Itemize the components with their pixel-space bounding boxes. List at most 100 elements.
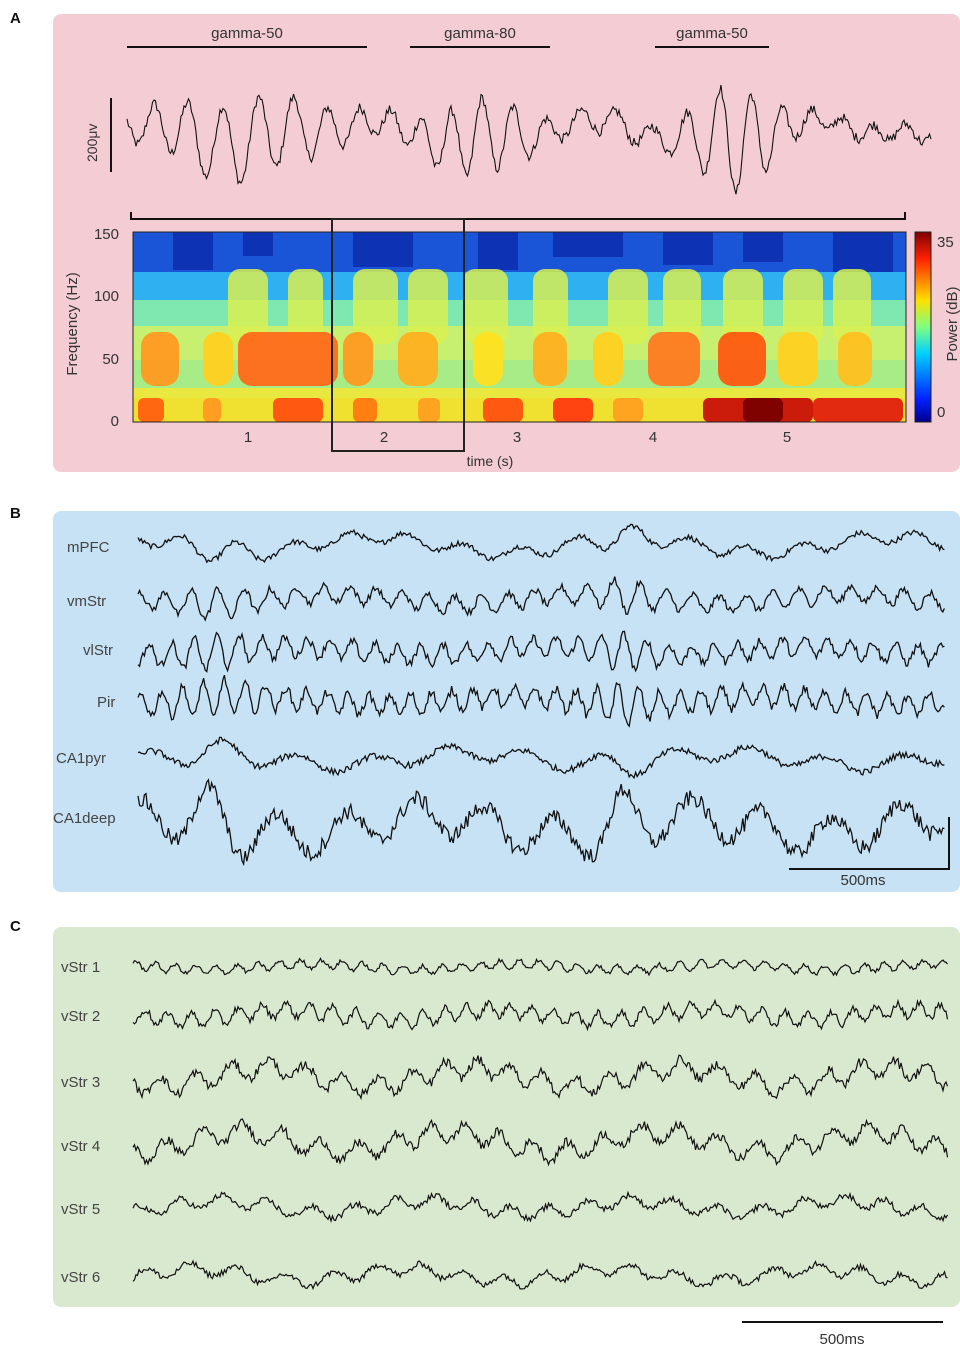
trace-vstr-6 <box>132 1259 948 1291</box>
trace-vmstr <box>137 576 945 622</box>
trace-vlstr <box>137 630 945 673</box>
spectrogram-patch <box>723 269 763 344</box>
spectrogram-patch <box>228 269 268 344</box>
highlight-window <box>331 218 465 452</box>
spectrogram-patch <box>553 398 593 422</box>
colorbar-max: 35 <box>937 234 954 251</box>
spectrogram-patch <box>473 332 503 386</box>
spectrogram-patch <box>138 398 164 422</box>
spectrogram-patch <box>483 398 523 422</box>
channel-label-vmstr: vmStr <box>67 593 106 610</box>
spectrogram-patch <box>833 269 871 344</box>
panel-a-label: A <box>10 10 21 27</box>
spectrogram-patch <box>743 232 783 262</box>
segment-label-1: gamma-50 <box>211 25 283 42</box>
spectrogram-patch <box>648 332 700 386</box>
channel-label-ca1deep: CA1deep <box>53 810 116 827</box>
trace-vstr-3 <box>132 1054 949 1101</box>
spectrogram-patch <box>408 269 448 344</box>
segment-label-2: gamma-80 <box>444 25 516 42</box>
panel-c-figure: vStr 1 vStr 2 vStr 3 vStr 4 vStr 5 vStr … <box>53 927 960 1307</box>
xtick-2: 2 <box>380 429 388 446</box>
spectrogram-patch <box>533 332 567 386</box>
xtick-4: 4 <box>649 429 657 446</box>
spectrogram-patch <box>353 232 413 267</box>
channel-label-vstr3: vStr 3 <box>61 1074 100 1091</box>
spectrogram-patch <box>813 398 903 422</box>
panel-c: vStr 1 vStr 2 vStr 3 vStr 4 vStr 5 vStr … <box>53 927 960 1307</box>
xtick-3: 3 <box>513 429 521 446</box>
ytick-0: 0 <box>111 413 119 430</box>
spectrogram-patch <box>778 332 818 386</box>
spectrogram-frame <box>132 231 907 423</box>
panel-b-label: B <box>10 505 21 522</box>
spectrogram-ylabel: Frequency (Hz) <box>64 272 81 375</box>
trace-vstr-5 <box>132 1190 949 1224</box>
spectrogram-xlabel: time (s) <box>467 453 514 469</box>
spectrogram-patch <box>353 269 398 344</box>
spectrogram-patch <box>463 269 508 344</box>
colorbar <box>914 231 932 423</box>
spectrogram-patch <box>663 232 713 265</box>
panel-a-figure: gamma-50 gamma-80 gamma-50 200μv 150 100… <box>53 14 960 472</box>
raw-lfp-trace <box>126 84 932 195</box>
panel-b-traces <box>137 523 945 867</box>
spectrogram-patch <box>838 332 872 386</box>
channel-label-vstr5: vStr 5 <box>61 1201 100 1218</box>
panel-c-traces <box>132 957 949 1291</box>
ytick-50: 50 <box>102 351 119 368</box>
spectrogram-patch <box>553 232 623 257</box>
scale-label-b: 500ms <box>840 872 885 889</box>
spectrogram-patch <box>663 269 701 344</box>
channel-label-vlstr: vlStr <box>83 642 113 659</box>
spectrogram <box>133 232 906 422</box>
channel-label-vstr6: vStr 6 <box>61 1269 100 1286</box>
panel-c-bg <box>53 927 960 1307</box>
colorbar-label: Power (dB) <box>944 286 960 361</box>
voltage-scale-label: 200μv <box>84 124 100 162</box>
panel-b: mPFC vmStr vlStr Pir CA1pyr CA1deep 500m… <box>53 511 960 892</box>
spectrogram-patch <box>141 332 179 386</box>
trace-ca1pyr <box>137 736 945 780</box>
spectrogram-patch <box>353 398 377 422</box>
spectrogram-patch <box>273 398 323 422</box>
trace-vstr-2 <box>132 998 949 1032</box>
spectrogram-patch <box>478 232 518 270</box>
panel-c-label: C <box>10 918 21 935</box>
trace-ca1deep <box>137 778 945 867</box>
spectrogram-patch <box>783 269 823 344</box>
colorbar-min: 0 <box>937 404 945 421</box>
spectrogram-patch <box>203 398 221 422</box>
spectrogram-patch <box>173 232 213 270</box>
spectrogram-patch <box>833 232 893 272</box>
panel-b-figure: mPFC vmStr vlStr Pir CA1pyr CA1deep 500m… <box>53 511 960 892</box>
spectrogram-patch <box>418 398 440 422</box>
panel-a: gamma-50 gamma-80 gamma-50 200μv 150 100… <box>53 14 960 472</box>
ytick-150: 150 <box>94 226 119 243</box>
channel-label-vstr1: vStr 1 <box>61 959 100 976</box>
xtick-5: 5 <box>783 429 791 446</box>
spectrogram-patch <box>593 332 623 386</box>
spectrogram-patch <box>238 332 338 386</box>
spectrogram-patch <box>533 269 568 344</box>
segment-label-3: gamma-50 <box>676 25 748 42</box>
channel-label-pir: Pir <box>97 694 115 711</box>
spectrogram-patch <box>743 398 783 422</box>
xtick-1: 1 <box>244 429 252 446</box>
channel-label-vstr4: vStr 4 <box>61 1138 100 1155</box>
bottom-scale: 500ms <box>742 1321 943 1348</box>
spectrogram-patch <box>203 332 233 386</box>
spectrogram-patch <box>288 269 323 344</box>
spectrogram-patch <box>343 332 373 386</box>
time-bracket <box>130 212 906 220</box>
ytick-100: 100 <box>94 288 119 305</box>
channel-label-vstr2: vStr 2 <box>61 1008 100 1025</box>
spectrogram-patch <box>243 232 273 256</box>
spectrogram-patch <box>608 269 648 344</box>
spectrogram-patch <box>718 332 766 386</box>
trace-vstr-4 <box>132 1118 949 1167</box>
spectrogram-patch <box>398 332 438 386</box>
trace-pir <box>137 674 945 728</box>
channel-label-ca1pyr: CA1pyr <box>56 750 106 767</box>
scale-label-bottom: 500ms <box>819 1331 864 1348</box>
